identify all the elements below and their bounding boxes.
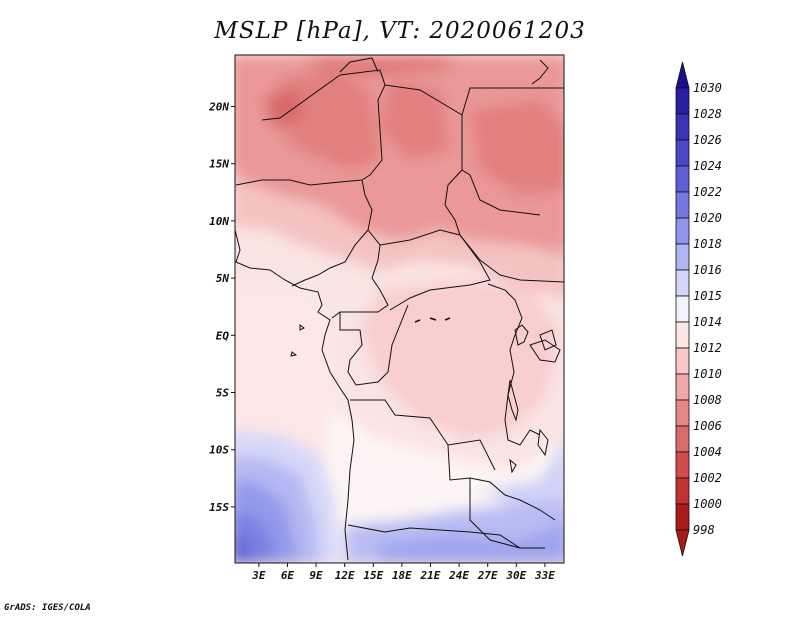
colorbar-segment [675,477,690,505]
lon-label: 6E [281,569,295,582]
colorbar-segment [675,321,690,349]
colorbar-segment [675,503,690,531]
colorbar-label: 1026 [693,133,722,147]
colorbar-label: 1002 [693,471,722,485]
lat-label: EQ [216,329,230,342]
lon-label: 30E [505,569,526,582]
lat-label: 10S [209,444,229,457]
colorbar-segment [675,425,690,453]
colorbar: 1030 1028 1026 1024 1022 1020 1018 1016 1015 1014… [675,61,722,557]
colorbar-segment [675,165,690,193]
colorbar-segment [675,451,690,479]
colorbar-label: 1016 [693,263,722,277]
lon-label: 24E [448,569,469,582]
grads-credit: GrADS: IGES/COLA [4,603,91,613]
colorbar-segment [675,399,690,427]
map-frame [234,54,565,564]
pressure-field [235,55,564,563]
lat-label: 15N [209,158,229,171]
lon-label: 27E [477,569,498,582]
colorbar-segment [675,113,690,141]
colorbar-label: 1000 [693,497,722,511]
colorbar-label: 1028 [693,107,722,121]
lon-label: 12E [335,569,355,582]
colorbar-segment [675,243,690,271]
colorbar-label: 1024 [693,159,722,173]
colorbar-label: 1020 [693,211,722,225]
colorbar-segment [675,373,690,401]
colorbar-label: 998 [693,523,715,537]
colorbar-label: 1010 [693,367,722,381]
colorbar-label: 1014 [693,315,722,329]
colorbar-label: 1022 [693,185,722,199]
longitude-axis: 3E 6E 9E 12E 15E 18E 21E 24E 27E 30E 33E [251,563,555,582]
lat-label: 10N [209,215,229,228]
colorbar-segment [675,269,690,297]
colorbar-label: 1008 [693,393,722,407]
lon-label: 18E [392,569,412,582]
colorbar-segment [675,217,690,245]
lat-label: 5N [216,272,230,285]
latitude-axis: 20N 15N 10N 5N EQ 5S 10S 15S [208,100,235,514]
lon-label: 33E [534,569,555,582]
colorbar-segment [675,139,690,167]
lat-label: 20N [208,100,229,113]
colorbar-segment [675,87,690,115]
colorbar-label: 1004 [693,445,722,459]
country-borders [235,57,564,561]
colorbar-segment [675,347,690,375]
lat-label: 15S [209,501,229,514]
lon-label: 9E [309,569,323,582]
lon-label: 15E [363,569,383,582]
lon-label: 3E [251,569,266,582]
colorbar-label: 1018 [693,237,722,251]
colorbar-label: 1015 [693,289,722,303]
colorbar-label: 1012 [693,341,722,355]
colorbar-segment [675,295,690,323]
lon-label: 21E [420,569,441,582]
colorbar-label: 1030 [693,81,722,95]
colorbar-bottom-arrow [675,529,690,557]
colorbar-top-arrow [675,61,690,89]
map-title: MSLP [hPa], VT: 2020061203 [214,18,586,44]
colorbar-segment [675,191,690,219]
colorbar-label: 1006 [693,419,722,433]
lat-label: 5S [216,387,230,400]
